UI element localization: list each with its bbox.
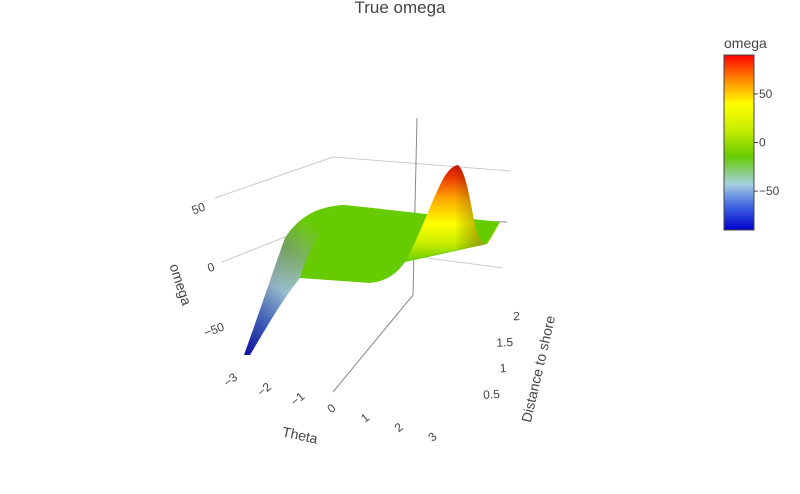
y-axis-ticks: 0.5 1 1.5 2 [483,309,521,402]
colorbar: omega 50 0 −50 [723,35,780,231]
colorbar-tick-label: 0 [759,136,766,150]
x-tick-label: 3 [425,429,439,444]
y-axis-title: Distance to shore [518,314,558,424]
colorbar-tick-label: −50 [759,184,780,198]
x-axis-title: Theta [281,424,320,447]
surface-peak-shade [405,165,487,262]
x-tick-label: −1 [288,389,308,409]
grid-line-top-left [214,156,334,199]
y-tick-label: 2 [513,309,521,323]
z-axis-title: omega [167,262,196,308]
chart-title: True omega [354,0,446,17]
z-axis-ticks: 50 0 −50 [190,200,227,340]
y-tick-label: 1 [499,361,507,375]
colorbar-title: omega [724,35,767,51]
x-edge-line [332,294,414,393]
x-axis-ticks: −3 −2 −1 0 1 2 3 [221,370,440,444]
surface-left-shade [244,205,345,355]
z-tick-label: −50 [202,320,226,340]
z-tick-label: 0 [205,260,216,276]
z-edge-line [412,117,418,296]
colorbar-ticks: 50 0 −50 [754,87,780,198]
z-tick-label: 50 [190,200,208,218]
colorbar-tick-label: 50 [759,87,773,101]
x-tick-label: 2 [392,420,406,435]
colorbar-ramp [723,54,755,231]
x-tick-label: −2 [254,379,274,399]
y-tick-label: 0.5 [483,387,501,402]
x-tick-label: −3 [221,370,241,390]
y-tick-label: 1.5 [496,335,514,350]
x-tick-label: 0 [324,401,338,416]
grid-line-top-back [332,156,511,172]
x-tick-label: 1 [358,410,372,425]
surface-mesh[interactable] [244,165,500,355]
